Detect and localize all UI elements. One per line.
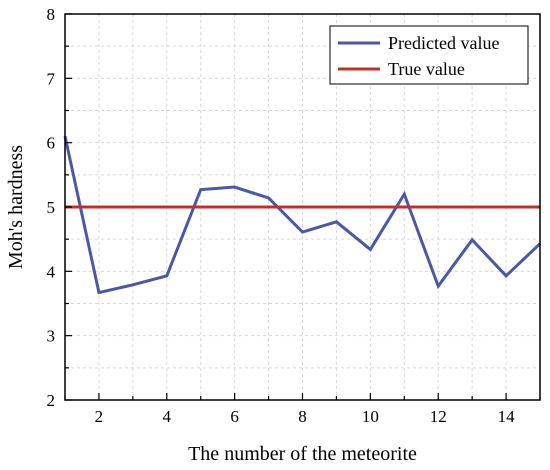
x-tick-label: 10 [362, 407, 379, 426]
y-tick-label: 3 [47, 327, 56, 346]
series-layer [63, 135, 542, 295]
legend: Predicted value True value [329, 25, 529, 85]
y-axis-title: Moh's hardness [5, 145, 27, 269]
x-tick-label: 8 [298, 407, 307, 426]
x-tick-label: 2 [95, 407, 104, 426]
y-tick-label: 4 [47, 262, 56, 281]
x-tick-label: 14 [498, 407, 516, 426]
y-tick-label: 6 [47, 134, 56, 153]
legend-box [329, 25, 529, 85]
x-axis-title: The number of the meteorite [188, 443, 417, 465]
x-tick-label: 6 [230, 407, 239, 426]
legend-label-true-value: True value [388, 59, 465, 79]
x-tick-label: 4 [163, 407, 172, 426]
series-line-predicted-value [63, 135, 542, 295]
y-tick-label: 7 [47, 69, 56, 88]
y-tick-label: 8 [47, 5, 56, 24]
x-tick-label: 12 [430, 407, 447, 426]
axis-ticks: 2 4 6 8 10 12 14 2 3 4 5 6 7 8 [47, 5, 541, 426]
y-tick-label: 5 [47, 198, 56, 217]
legend-label-predicted-value: Predicted value [388, 33, 499, 53]
y-tick-label: 2 [47, 391, 56, 410]
